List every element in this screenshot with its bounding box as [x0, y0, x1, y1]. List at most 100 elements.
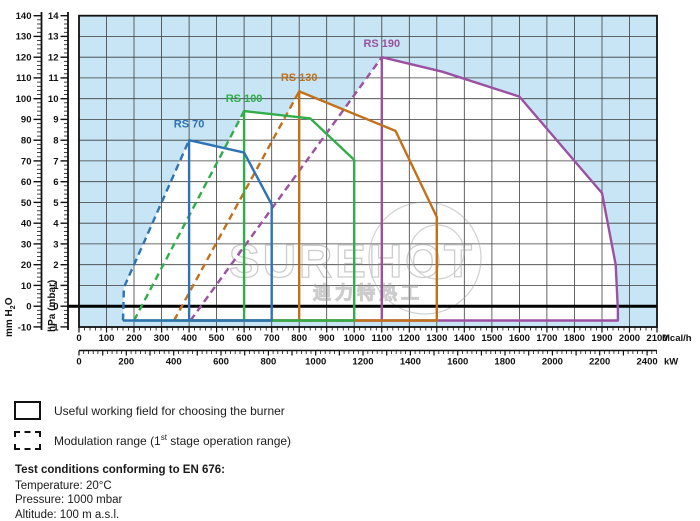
svg-text:5: 5: [53, 198, 59, 209]
series-rs-70: RS 70: [121, 118, 273, 322]
svg-text:2000: 2000: [619, 333, 640, 344]
svg-text:10: 10: [21, 281, 32, 292]
svg-text:1300: 1300: [426, 333, 447, 344]
legend-label-modulation: Modulation range (1st stage operation ra…: [54, 433, 291, 448]
svg-text:1800: 1800: [564, 333, 585, 344]
svg-text:800: 800: [291, 333, 307, 344]
svg-text:900: 900: [319, 333, 335, 344]
svg-text:2: 2: [53, 260, 58, 271]
legend-label-modulation-suffix: stage operation range): [166, 434, 292, 448]
modulation-line-rs-70: [121, 139, 191, 321]
svg-text:1900: 1900: [591, 333, 612, 344]
svg-text:1800: 1800: [494, 357, 515, 368]
svg-text:10: 10: [48, 94, 59, 105]
legend: Useful working field for choosing the bu…: [14, 401, 291, 461]
svg-text:0: 0: [26, 302, 31, 313]
series-rs-190: RS 190: [189, 38, 620, 322]
svg-text:0: 0: [76, 357, 81, 368]
svg-text:30: 30: [21, 239, 32, 250]
svg-text:1400: 1400: [454, 333, 475, 344]
svg-text:80: 80: [21, 136, 32, 147]
svg-text:700: 700: [264, 333, 280, 344]
svg-text:13: 13: [48, 32, 59, 43]
watermark-subtext: 迪力特热工: [313, 282, 423, 303]
modulation-line-rs-130: [172, 90, 301, 322]
working-field-rs-190: [190, 56, 620, 322]
svg-text:100: 100: [16, 94, 32, 105]
svg-text:0: 0: [53, 302, 58, 313]
field-fill-rs-70: [123, 140, 272, 321]
y-axis-mm-h2o: 1401301201101009080706050403020100-10mm …: [4, 11, 43, 337]
svg-text:-10: -10: [18, 322, 32, 333]
x-axis-mcal-unit: Mcal/h: [662, 333, 692, 344]
svg-text:100: 100: [99, 333, 115, 344]
series-label-rs-130: RS 130: [281, 72, 318, 84]
svg-text:2200: 2200: [589, 357, 610, 368]
svg-text:140: 140: [16, 11, 32, 22]
svg-text:800: 800: [260, 357, 276, 368]
svg-text:1000: 1000: [344, 333, 365, 344]
chart-svg: SUREHOT迪力特热工1401301201101009080706050403…: [4, 11, 692, 368]
svg-text:8: 8: [53, 136, 58, 147]
x-axis-kw: 0 200 400 600 800 1000 1200 1400 1600 1800 2000 220…: [76, 349, 678, 368]
svg-text:200: 200: [118, 357, 134, 368]
svg-text:1400: 1400: [400, 357, 421, 368]
svg-text:600: 600: [213, 357, 229, 368]
svg-text:- 1: - 1: [47, 322, 59, 333]
svg-text:120: 120: [16, 53, 32, 64]
series-label-rs-70: RS 70: [174, 118, 205, 130]
svg-text:110: 110: [16, 73, 31, 84]
legend-label-modulation-prefix: Modulation range (1: [54, 434, 161, 448]
test-conditions-pressure: Pressure: 1000 mbar: [15, 494, 123, 506]
svg-text:14: 14: [48, 11, 59, 22]
dashed-rect-icon: [14, 431, 41, 450]
svg-text:200: 200: [126, 333, 142, 344]
svg-text:1: 1: [53, 281, 59, 292]
svg-text:400: 400: [166, 357, 182, 368]
svg-text:3: 3: [53, 239, 58, 250]
svg-text:0: 0: [76, 333, 81, 344]
test-conditions-title: Test conditions conforming to EN 676:: [15, 464, 225, 476]
svg-text:9: 9: [53, 115, 58, 126]
svg-text:6: 6: [53, 177, 58, 188]
svg-text:70: 70: [21, 156, 32, 167]
working-field-rs-130: [174, 90, 438, 322]
svg-text:7: 7: [53, 156, 58, 167]
svg-text:2400: 2400: [637, 357, 658, 368]
watermark-brand: SUREHOT: [229, 235, 475, 287]
svg-text:400: 400: [181, 333, 197, 344]
legend-label-modulation-sup: st: [160, 433, 167, 442]
burner-working-field-chart: SUREHOT 迪力特热工 140 130 120 110 100 90 80 70 60 50 40 3…: [4, 11, 692, 368]
test-conditions: Test conditions conforming to EN 676: Te…: [15, 463, 225, 521]
svg-text:1600: 1600: [509, 333, 530, 344]
working-field-rs-100: [134, 109, 356, 322]
svg-text:500: 500: [209, 333, 225, 344]
svg-text:1000: 1000: [305, 357, 326, 368]
modulation-line-rs-190: [189, 56, 383, 322]
svg-text:2000: 2000: [542, 357, 563, 368]
test-conditions-temperature: Temperature: 20°C: [15, 479, 112, 492]
legend-label-working-field: Useful working field for choosing the bu…: [54, 403, 285, 418]
svg-text:1700: 1700: [536, 333, 557, 344]
svg-text:1100: 1100: [371, 333, 392, 344]
working-field-rs-70: [123, 138, 273, 322]
svg-text:300: 300: [154, 333, 170, 344]
svg-text:90: 90: [21, 115, 32, 126]
svg-text:40: 40: [21, 219, 32, 230]
svg-text:12: 12: [48, 53, 59, 64]
test-conditions-altitude: Altitude: 100 m a.s.l.: [15, 508, 120, 521]
svg-text:1500: 1500: [481, 333, 502, 344]
series-rs-130: RS 130: [172, 72, 438, 322]
legend-item-modulation: Modulation range (1st stage operation ra…: [14, 431, 291, 450]
svg-text:60: 60: [21, 177, 32, 188]
svg-text:50: 50: [21, 198, 32, 209]
svg-text:130: 130: [16, 32, 32, 43]
svg-text:600: 600: [236, 333, 252, 344]
series-label-rs-100: RS 100: [226, 93, 263, 105]
svg-text:2100: 2100: [646, 333, 667, 344]
x-axis-mcal: 0 100 200 300 400 500 600 700 800 900 1000 1100 1200…: [76, 327, 692, 344]
y-axis-inner-unit: hPa (mbar): [47, 280, 58, 332]
svg-text:4: 4: [53, 219, 59, 230]
